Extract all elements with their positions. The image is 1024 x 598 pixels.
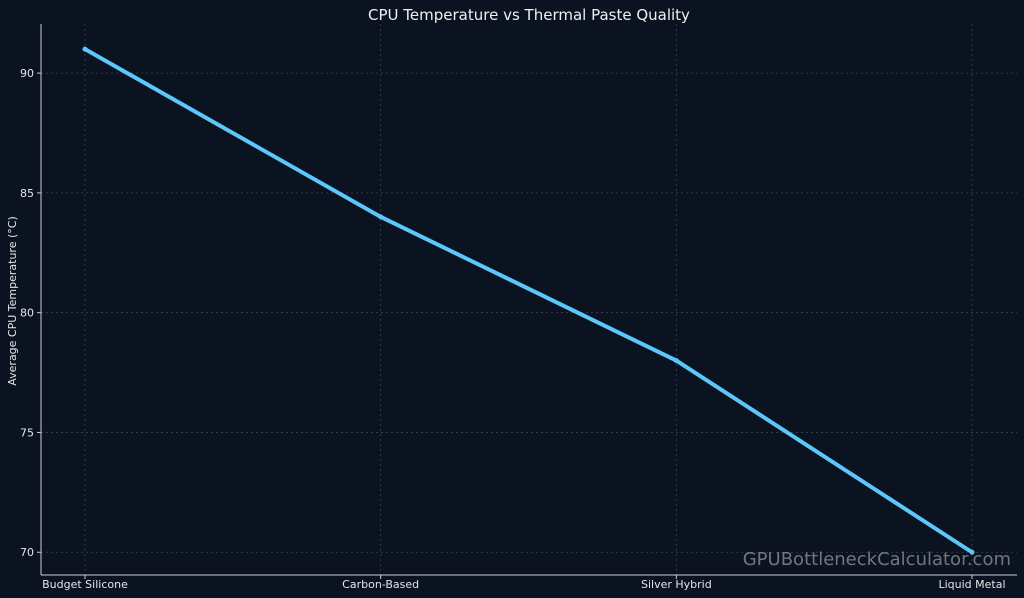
x-tick-label: Budget Silicone: [42, 578, 128, 591]
y-tick-label: 90: [20, 67, 34, 80]
watermark: GPUBottleneckCalculator.com: [743, 549, 1011, 570]
data-point: [82, 46, 88, 52]
data-point: [969, 549, 975, 555]
y-tick-label: 70: [20, 546, 34, 559]
series-line: [83, 47, 974, 555]
x-tick-label: Liquid Metal: [938, 578, 1005, 591]
y-axis-label: Average CPU Temperature (°C): [6, 216, 19, 385]
grid-lines: [41, 24, 1017, 575]
x-tick-label: Carbon-Based: [342, 578, 419, 591]
axes: [37, 24, 1017, 579]
data-point: [673, 358, 679, 364]
y-tick-label: 75: [20, 426, 34, 439]
x-tick-label: Silver Hybrid: [641, 578, 712, 591]
tick-labels: 70 75 80 85 90 Budget Silicone Carbon-Based Sil…: [20, 67, 1006, 591]
y-tick-label: 85: [20, 187, 34, 200]
data-point: [378, 214, 384, 220]
chart-title: CPU Temperature vs Thermal Paste Quality: [368, 6, 690, 24]
series-layer: [82, 46, 975, 555]
y-tick-label: 80: [20, 307, 34, 320]
